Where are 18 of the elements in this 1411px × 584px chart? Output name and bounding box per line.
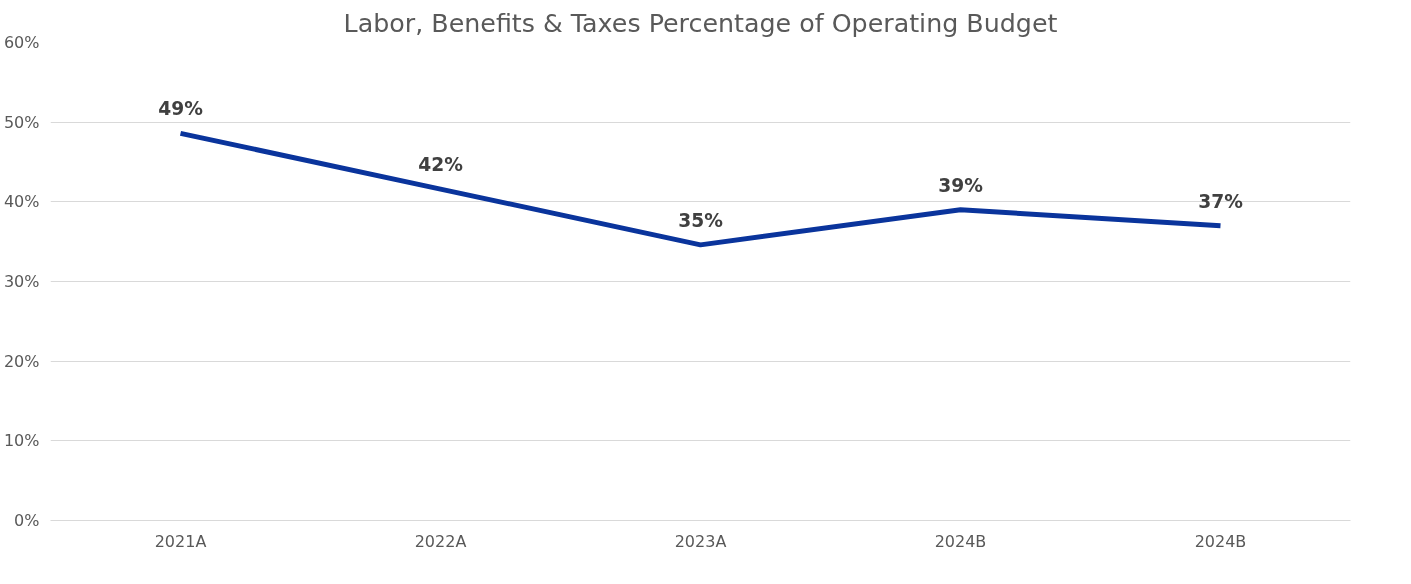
x-tick-label: 2022A bbox=[414, 531, 467, 551]
data-label: 49% bbox=[158, 98, 204, 120]
chart-title: Labor, Benefits & Taxes Percentage of Operating Budget bbox=[343, 7, 1058, 38]
y-tick-label: 30% bbox=[3, 272, 40, 291]
y-tick-label: 20% bbox=[3, 351, 40, 371]
data-label: 37% bbox=[1198, 190, 1244, 212]
x-tick-label: 2024B bbox=[934, 531, 987, 551]
data-label: 35% bbox=[678, 209, 724, 231]
data-label: 39% bbox=[938, 174, 984, 196]
y-tick-label: 40% bbox=[3, 192, 40, 212]
y-tick-label: 10% bbox=[3, 431, 40, 451]
y-tick-label: 50% bbox=[3, 112, 40, 132]
x-tick-label: 2023A bbox=[674, 531, 727, 551]
y-tick-label: 60% bbox=[3, 33, 40, 52]
data-label: 42% bbox=[418, 154, 464, 176]
y-tick-label: 0% bbox=[14, 511, 40, 530]
x-tick-label: 2024B bbox=[1194, 531, 1247, 551]
x-tick-label: 2021A bbox=[154, 531, 207, 551]
